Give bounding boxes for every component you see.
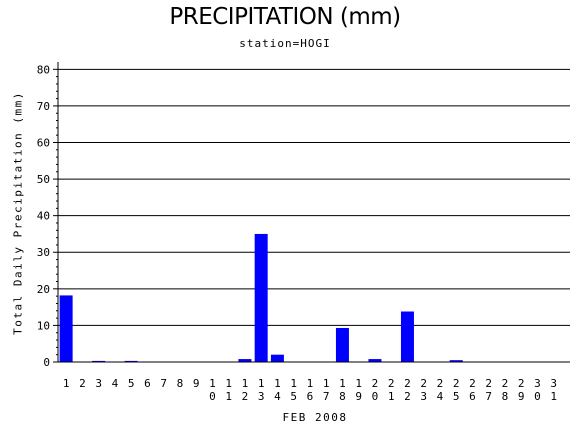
- x-tick-label: 6: [144, 377, 151, 390]
- x-tick-label: 8: [177, 377, 184, 390]
- y-tick-label: 20: [37, 283, 50, 296]
- bar: [92, 360, 106, 362]
- y-tick-label: 50: [37, 173, 50, 186]
- x-tick-label: 2: [79, 377, 86, 390]
- x-tick-label: 7: [160, 377, 167, 390]
- y-tick-label: 80: [37, 63, 50, 76]
- y-tick-label: 40: [37, 210, 50, 223]
- bar: [124, 360, 138, 362]
- x-tick-label: 9: [193, 377, 200, 390]
- bar: [254, 233, 268, 362]
- x-axis-label: FEB 2008: [282, 411, 348, 424]
- chart-title: PRECIPITATION (mm): [169, 4, 401, 30]
- y-tick-label: 10: [37, 319, 50, 332]
- bar: [335, 327, 349, 362]
- y-tick-label: 30: [37, 246, 50, 259]
- x-tick-label: 4: [112, 377, 119, 390]
- bar: [400, 311, 414, 362]
- x-tick-label: 3: [95, 377, 102, 390]
- bar: [449, 360, 463, 362]
- bar: [238, 359, 252, 362]
- bar: [270, 354, 284, 362]
- y-tick-label: 60: [37, 136, 50, 149]
- bar: [59, 295, 73, 362]
- bar: [368, 359, 382, 362]
- x-tick-label: 5: [128, 377, 135, 390]
- x-tick-label: 1: [63, 377, 70, 390]
- y-tick-label: 70: [37, 100, 50, 113]
- chart-subtitle: station=HOGI: [239, 37, 331, 50]
- y-tick-label: 0: [43, 356, 50, 369]
